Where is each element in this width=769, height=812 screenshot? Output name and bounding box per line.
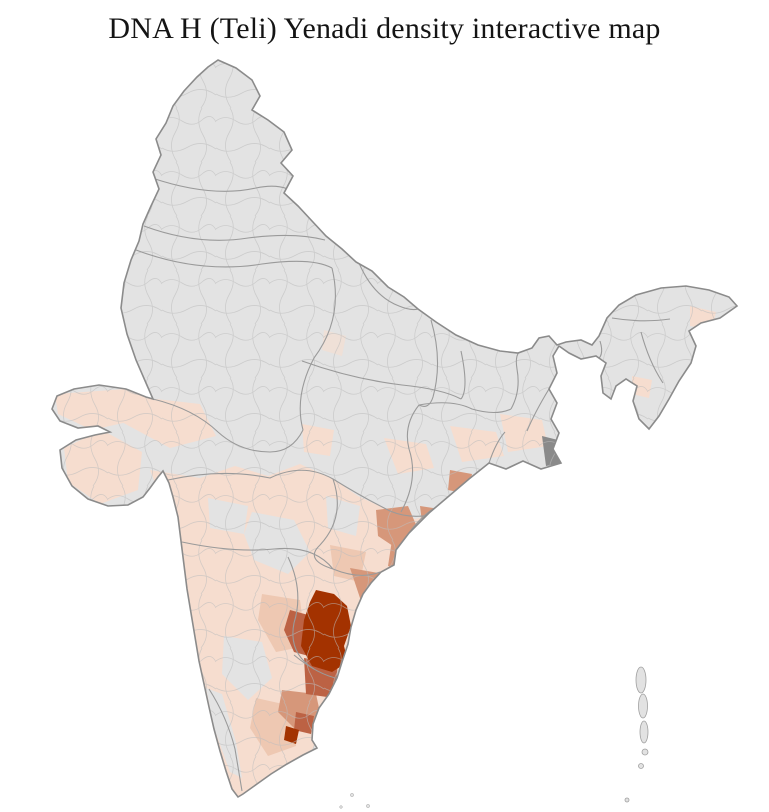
india-outline — [51, 59, 739, 799]
andaman-nicobar-islands[interactable] — [624, 666, 649, 803]
island[interactable] — [641, 748, 649, 756]
island-speck — [350, 793, 354, 797]
map-title: DNA H (Teli) Yenadi density interactive … — [108, 12, 661, 45]
island[interactable] — [638, 763, 644, 769]
island[interactable] — [635, 666, 647, 694]
small-islands — [339, 793, 370, 809]
state-boundaries — [135, 177, 671, 792]
island-speck — [339, 805, 343, 809]
island[interactable] — [639, 720, 649, 744]
island[interactable] — [638, 693, 648, 719]
island[interactable] — [624, 797, 630, 803]
island-speck — [366, 804, 370, 808]
